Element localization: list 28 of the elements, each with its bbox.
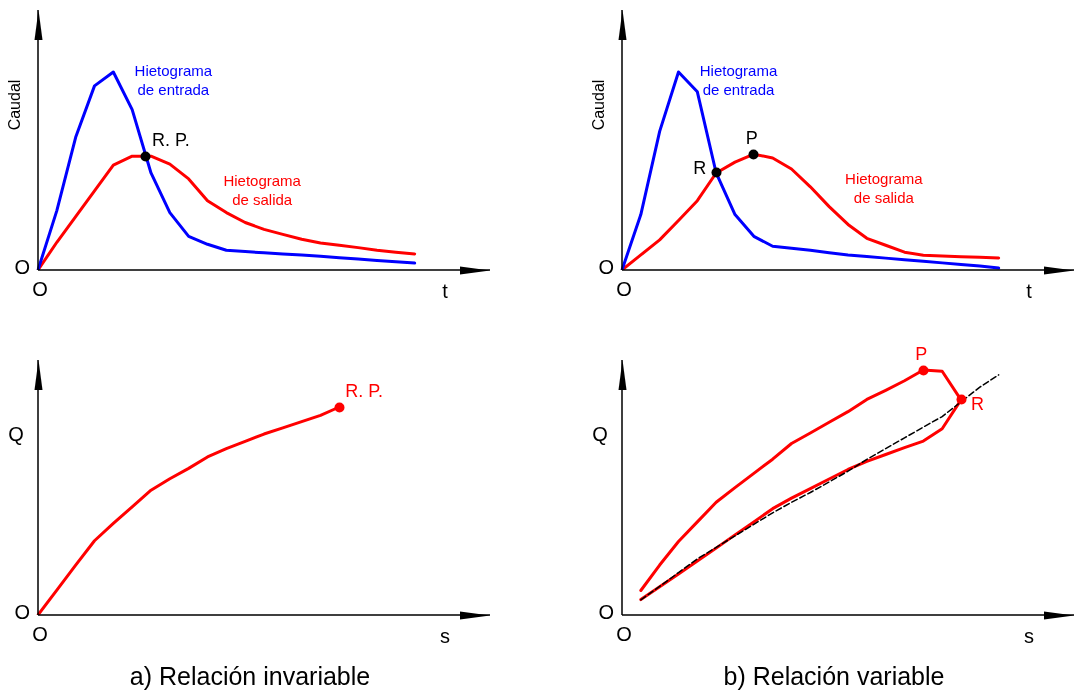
annotation: R. P. — [152, 130, 190, 151]
annotation: R — [693, 157, 707, 178]
text: O — [598, 600, 614, 623]
series-label: Hietograma de entrada — [134, 61, 213, 98]
y-axis-title: Caudal — [590, 79, 608, 131]
x-axis-title: s — [1024, 624, 1034, 647]
text: O — [616, 277, 632, 300]
y-axis-title: Q — [8, 422, 24, 445]
text: O — [14, 600, 30, 623]
x-axis-title: t — [1026, 279, 1033, 302]
text: b) Relación variable — [722, 662, 946, 691]
series-label: Hietograma de entrada — [699, 61, 778, 98]
text: a) Relación invariable — [128, 662, 372, 691]
text: O — [598, 255, 614, 278]
series-label: Hietograma de salida — [845, 169, 924, 206]
annotation: R — [971, 393, 984, 414]
series-label: Hietograma de salida — [223, 171, 302, 208]
text: O — [616, 622, 632, 645]
text: O — [32, 277, 48, 300]
text: P — [915, 343, 928, 364]
y-axis-title: Caudal — [6, 79, 24, 131]
text: O — [14, 255, 30, 278]
y-axis-title: Q — [592, 422, 608, 445]
annotation: P — [745, 128, 758, 149]
x-axis-title: t — [442, 279, 449, 302]
x-axis-title: s — [440, 624, 450, 647]
text: O — [32, 622, 48, 645]
text: R. P. — [345, 380, 384, 401]
